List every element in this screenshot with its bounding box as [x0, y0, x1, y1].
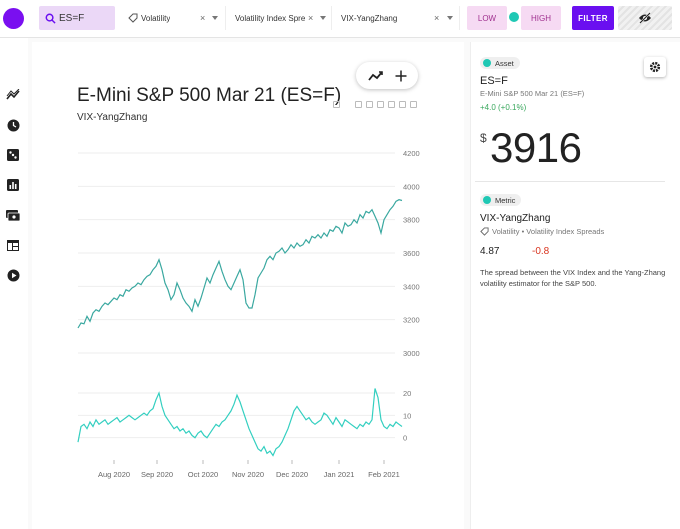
category-clear-button[interactable]: ×	[200, 13, 206, 23]
plus-icon[interactable]	[395, 70, 407, 82]
chart-series	[77, 199, 403, 457]
metric-chip: Metric	[480, 194, 522, 206]
metric-change: -0.8	[532, 246, 550, 257]
asset-symbol: ES=F	[480, 75, 508, 87]
metric-dot-icon	[483, 196, 491, 204]
series-line-vix-yangzhang	[77, 388, 403, 457]
camera-icon[interactable]	[333, 101, 340, 108]
metric-dropdown-label: VIX-YangZhang	[341, 13, 398, 23]
x-tick-label: Aug 2020	[98, 470, 130, 479]
metric-value: 4.87	[480, 246, 500, 257]
chart-tick-labels: 4200 4000 3800 3600 3400 3200 3000 20 10 0 Aug 202…	[98, 149, 420, 479]
search-icon	[45, 13, 56, 24]
chevron-down-icon[interactable]	[320, 16, 326, 20]
x-tick-label: Nov 2020	[232, 470, 264, 479]
search-value: ES=F	[59, 12, 85, 24]
metric-name: VIX-YangZhang	[480, 213, 551, 224]
y-tick-label: 10	[403, 411, 411, 420]
table-icon[interactable]	[6, 238, 20, 252]
subcategory-clear-button[interactable]: ×	[308, 13, 314, 23]
zoom-icon[interactable]	[366, 101, 373, 108]
chart-panel	[32, 42, 464, 529]
subcategory-dropdown-label: Volatility Index Spre	[235, 13, 306, 23]
asset-change: +4.0 (+0.1%)	[480, 103, 527, 112]
chart-tools	[356, 62, 418, 89]
tag-icon	[128, 13, 138, 23]
y-tick-label: 4000	[403, 182, 420, 191]
metric-tags: Volatility • Volatility Index Spreads	[480, 227, 604, 236]
x-tick-label: Feb 2021	[368, 470, 400, 479]
y-tick-label: 0	[403, 434, 407, 443]
tag-icon	[480, 227, 489, 236]
category-dropdown[interactable]: Volatility ×	[122, 6, 226, 30]
x-tick-label: Oct 2020	[188, 470, 218, 479]
chevron-down-icon[interactable]	[447, 16, 453, 20]
series-line-price	[77, 199, 403, 329]
chart-subtitle: VIX-YangZhang	[77, 112, 148, 123]
autoscale-icon[interactable]	[377, 101, 384, 108]
trend-icon[interactable]	[6, 88, 20, 102]
x-tick-label: Dec 2020	[276, 470, 308, 479]
y-tick-label: 3800	[403, 216, 420, 225]
detail-panel	[470, 42, 680, 529]
expand-icon[interactable]	[399, 101, 406, 108]
money-icon[interactable]	[6, 208, 20, 222]
metric-description: The spread between the VIX Index and the…	[480, 268, 666, 288]
dice-icon[interactable]	[6, 148, 20, 162]
chevron-down-icon[interactable]	[212, 16, 218, 20]
draw-icon[interactable]	[355, 101, 362, 108]
view-icon[interactable]	[410, 101, 417, 108]
x-tick-label: Sep 2020	[141, 470, 173, 479]
filter-button[interactable]: FILTER	[572, 6, 614, 30]
clock-icon[interactable]	[6, 118, 20, 132]
asset-name: E-Mini S&P 500 Mar 21 (ES=F)	[480, 89, 585, 98]
chart-title: E-Mini S&P 500 Mar 21 (ES=F)	[77, 85, 342, 106]
bar-chart-icon[interactable]	[6, 178, 20, 192]
y-tick-label: 3600	[403, 249, 420, 258]
metric-clear-button[interactable]: ×	[434, 13, 440, 23]
gear-icon	[649, 61, 661, 73]
app-logo[interactable]	[3, 8, 24, 29]
low-toggle-button[interactable]: LOW	[467, 6, 507, 30]
asset-chip: Asset	[480, 57, 520, 69]
y-tick-label: 3400	[403, 282, 420, 291]
symbol-search-input[interactable]: ES=F	[39, 6, 115, 30]
asset-chip-label: Asset	[495, 58, 514, 68]
high-toggle-button[interactable]: HIGH	[521, 6, 561, 30]
play-icon[interactable]	[6, 268, 20, 282]
sidebar	[0, 38, 28, 529]
top-bar: ES=F Volatility × Volatility Index Spre …	[0, 0, 680, 38]
category-dropdown-label: Volatility	[141, 13, 171, 23]
asset-dot-icon	[483, 59, 491, 67]
y-tick-label: 3000	[403, 349, 420, 358]
x-tick-label: Jan 2021	[324, 470, 355, 479]
y-tick-label: 4200	[403, 149, 420, 158]
chart-modebar	[333, 101, 417, 108]
asset-price: 3916	[490, 124, 582, 171]
y-tick-label: 20	[403, 389, 411, 398]
panel-divider	[475, 181, 665, 182]
y-tick-label: 3200	[403, 316, 420, 325]
line-chart-icon[interactable]	[367, 70, 384, 82]
asset-currency: $	[480, 131, 487, 145]
settings-button[interactable]	[644, 57, 666, 77]
metric-dropdown[interactable]: VIX-YangZhang ×	[334, 6, 460, 30]
low-high-switch[interactable]	[509, 12, 519, 22]
metric-chip-label: Metric	[495, 195, 516, 205]
hide-toggle-button[interactable]	[618, 6, 672, 30]
chart-grid	[78, 152, 395, 464]
metric-tags-label: Volatility • Volatility Index Spreads	[492, 227, 605, 236]
reset-icon[interactable]	[388, 101, 395, 108]
subcategory-dropdown[interactable]: Volatility Index Spre ×	[228, 6, 332, 30]
eye-off-icon	[639, 12, 651, 24]
